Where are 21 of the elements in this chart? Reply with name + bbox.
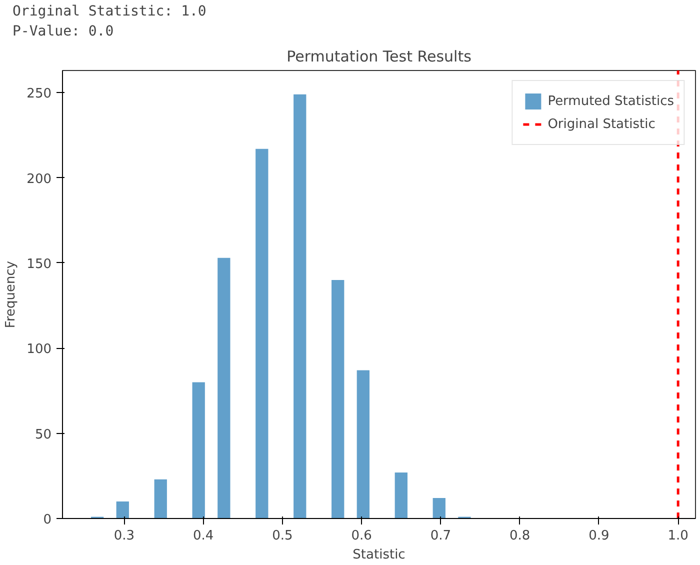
y-axis-title: Frequency (4, 260, 19, 328)
y-tick-label: 0 (43, 512, 52, 528)
ref-line-label: Original Statistic (548, 116, 656, 132)
y-tick-label: 100 (26, 342, 52, 358)
y-tick-label: 150 (26, 256, 52, 272)
x-tick-label: 0.8 (510, 528, 530, 544)
text: P-Value: 0.0 (12, 24, 114, 40)
x-axis-title: Statistic (352, 548, 406, 562)
x-tick-label: 0.4 (193, 528, 214, 544)
x-tick-label: 0.3 (114, 528, 135, 544)
text: Original Statistic: 1.0 (12, 4, 206, 20)
x-tick-label: 0.6 (351, 528, 372, 544)
y-tick-label: 50 (34, 427, 52, 442)
y-tick-label: 250 (26, 86, 52, 102)
y-tick-label: 200 (26, 172, 52, 187)
legend-label: Permuted Statistics (548, 94, 674, 108)
x-tick-label: 0.7 (430, 528, 452, 544)
x-tick-label: 0.9 (588, 528, 610, 544)
x-tick-label: 1.0 (668, 528, 688, 544)
x-tick-label: 0.5 (272, 528, 293, 544)
chart-title: Permutation Test Results (286, 48, 472, 66)
